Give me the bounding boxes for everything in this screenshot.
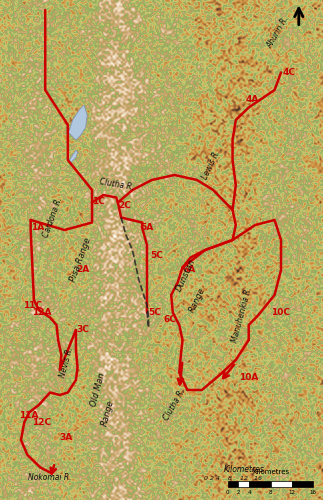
FancyBboxPatch shape xyxy=(238,481,249,487)
Text: 1C: 1C xyxy=(92,196,105,205)
Text: Clutha R.: Clutha R. xyxy=(162,388,187,422)
FancyBboxPatch shape xyxy=(249,481,271,487)
Polygon shape xyxy=(68,150,78,162)
Text: 0: 0 xyxy=(226,490,229,495)
Text: 6A: 6A xyxy=(182,266,196,274)
Text: 10A: 10A xyxy=(239,373,258,382)
Text: 16: 16 xyxy=(310,490,317,495)
Text: 5C: 5C xyxy=(149,308,162,317)
Text: 11A: 11A xyxy=(19,410,39,420)
Text: Lewis R.: Lewis R. xyxy=(201,149,222,181)
Text: Manuherikia R.: Manuherikia R. xyxy=(231,286,254,344)
Text: 8: 8 xyxy=(269,490,272,495)
Text: 4C: 4C xyxy=(283,68,296,77)
Text: 3C: 3C xyxy=(76,326,89,334)
Text: 0 2 4    8    12   16: 0 2 4 8 12 16 xyxy=(203,476,262,482)
Text: 6C: 6C xyxy=(163,316,176,324)
FancyBboxPatch shape xyxy=(271,481,292,487)
Text: 3A: 3A xyxy=(60,433,73,442)
FancyBboxPatch shape xyxy=(292,481,313,487)
Text: Nevis R.: Nevis R. xyxy=(58,346,75,378)
Text: Dunstan: Dunstan xyxy=(174,257,197,293)
Text: Kilometres: Kilometres xyxy=(224,466,264,474)
Text: Range: Range xyxy=(187,286,207,314)
Text: 2: 2 xyxy=(237,490,240,495)
Text: 4: 4 xyxy=(247,490,251,495)
Text: Kilometres: Kilometres xyxy=(253,470,290,476)
Text: 4A: 4A xyxy=(245,96,259,104)
FancyBboxPatch shape xyxy=(228,481,238,487)
Text: Pisa Range: Pisa Range xyxy=(68,236,93,284)
Text: 5C: 5C xyxy=(150,250,163,260)
Text: 12A: 12A xyxy=(32,308,52,317)
Text: 11C: 11C xyxy=(23,300,42,310)
Text: Cardona R.: Cardona R. xyxy=(42,196,65,239)
Text: Range: Range xyxy=(100,398,116,426)
Text: Old Man: Old Man xyxy=(90,372,107,408)
Text: 12: 12 xyxy=(288,490,296,495)
Text: 5A: 5A xyxy=(141,223,154,232)
Text: 12C: 12C xyxy=(32,418,51,427)
Text: 2A: 2A xyxy=(76,266,89,274)
Text: 2C: 2C xyxy=(118,202,131,210)
Text: Clutha R.: Clutha R. xyxy=(98,178,134,192)
Polygon shape xyxy=(68,105,87,140)
Text: 1A: 1A xyxy=(31,223,44,232)
Text: Nokomai R.: Nokomai R. xyxy=(28,473,72,482)
Text: Ahuriri R.: Ahuriri R. xyxy=(265,15,291,50)
Text: 10C: 10C xyxy=(271,308,290,317)
